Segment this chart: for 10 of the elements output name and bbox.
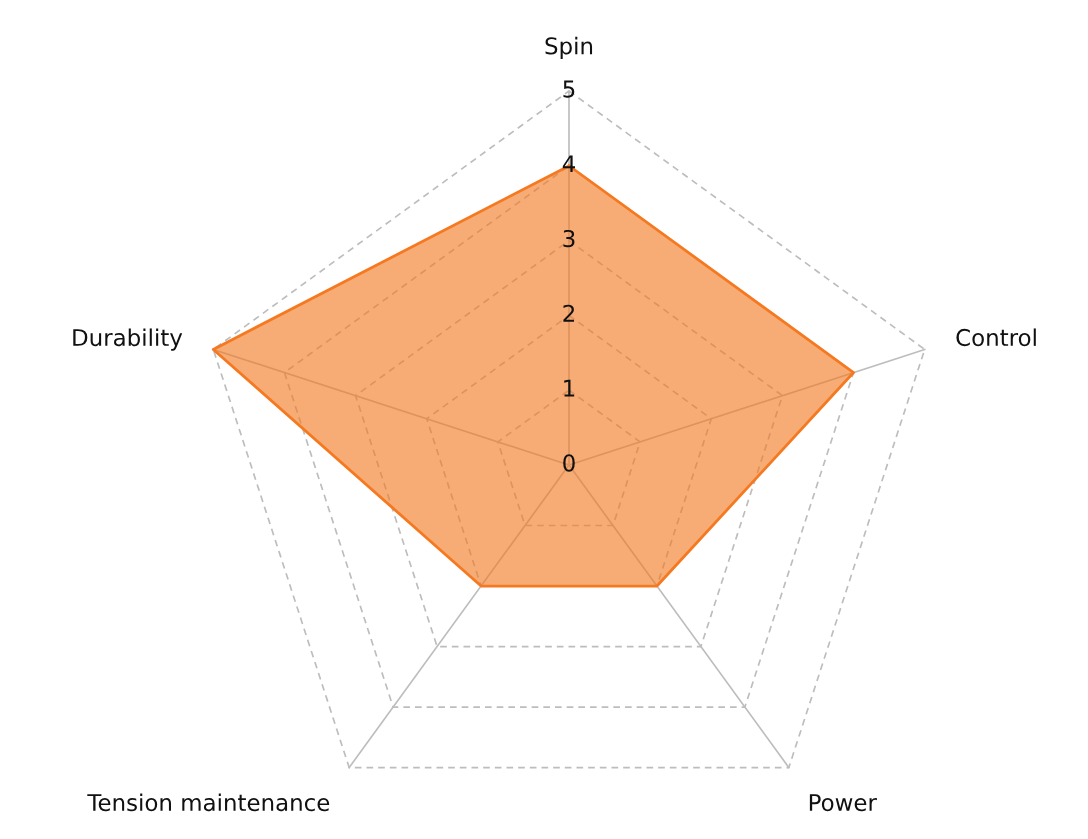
spoke-label: Spin xyxy=(545,36,593,59)
y-tick-label: 5 xyxy=(563,80,575,98)
spoke-label: Tension maintenance xyxy=(87,793,330,812)
spoke-label: Durability xyxy=(73,328,183,351)
y-tick-label: 1 xyxy=(564,379,575,397)
y-tick-label: 2 xyxy=(563,304,574,322)
y-tick-label: 3 xyxy=(563,229,575,248)
y-tick-label: 0 xyxy=(563,454,575,472)
spoke-label: Control xyxy=(956,328,1036,347)
spoke-label: Power xyxy=(809,794,877,812)
